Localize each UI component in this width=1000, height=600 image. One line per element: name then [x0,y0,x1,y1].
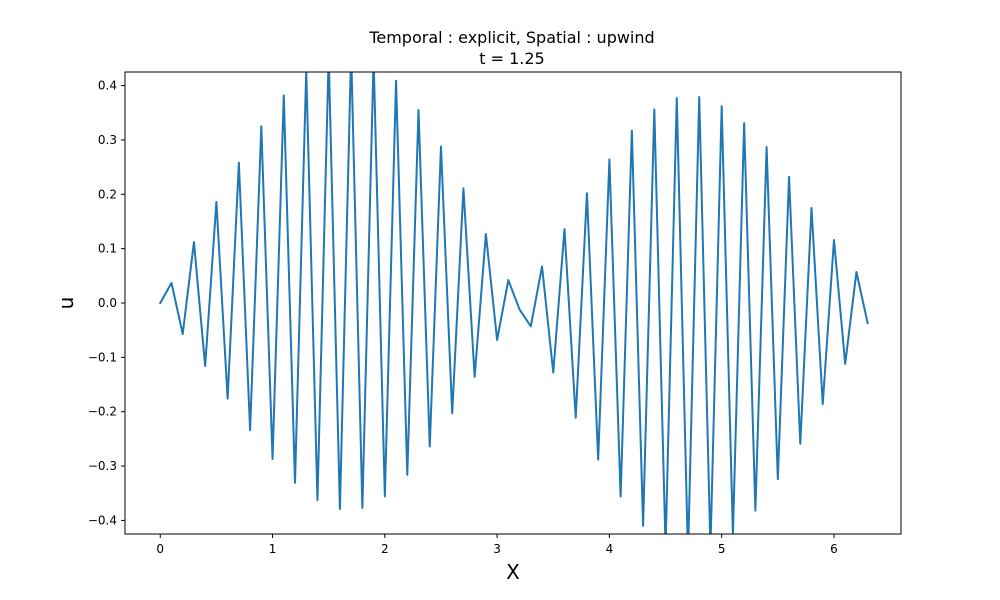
x-tick-label: 1 [269,542,277,556]
y-tick-label: 0.3 [98,133,117,147]
x-tick-label: 4 [606,542,614,556]
series-layer [158,72,869,534]
x-tick-label: 0 [156,542,164,556]
x-axis-label: X [506,560,520,584]
y-tick-label: −0.2 [88,405,117,419]
y-axis-label: u [54,297,78,310]
x-axis: 0 1 2 3 4 5 6 [156,534,838,556]
y-tick-label: 0.2 [98,187,117,201]
x-tick-label: 5 [718,542,726,556]
y-tick-label: 0.1 [98,242,117,256]
x-tick-label: 6 [830,542,838,556]
y-tick-label: −0.3 [88,459,117,473]
y-tick-label: 0.0 [98,296,117,310]
x-tick-label: 2 [381,542,389,556]
y-tick-label: −0.1 [88,350,117,364]
x-tick-label: 3 [493,542,501,556]
y-tick-label: −0.4 [88,513,117,527]
chart-subtitle: t = 1.25 [479,49,544,68]
y-axis: −0.4 −0.3 −0.2 −0.1 0.0 0.1 0.2 0.3 0.4 [88,79,125,527]
y-tick-label: 0.4 [98,79,117,93]
chart-title: Temporal : explicit, Spatial : upwind [368,28,654,47]
series-line [158,72,869,534]
